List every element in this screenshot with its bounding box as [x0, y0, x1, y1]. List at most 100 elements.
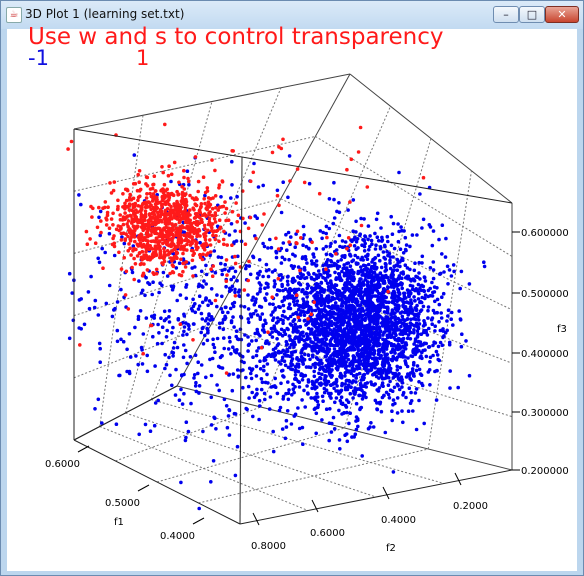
- data-point-neg: [351, 363, 355, 368]
- data-point-pos: [121, 216, 126, 220]
- data-point-neg: [467, 282, 472, 286]
- tick-mark: [77, 445, 90, 453]
- data-point-neg: [415, 233, 419, 237]
- data-point-pos: [119, 238, 124, 242]
- data-point-pos: [116, 198, 120, 203]
- data-point-neg: [394, 338, 399, 342]
- data-point-pos: [177, 213, 182, 217]
- data-point-neg: [422, 319, 426, 323]
- title-bar[interactable]: ☕ 3D Plot 1 (learning set.txt) – □ ✕: [1, 1, 583, 29]
- data-point-neg: [292, 299, 296, 304]
- data-point-neg: [174, 266, 179, 270]
- data-point-neg: [132, 153, 137, 157]
- data-point-neg: [315, 351, 320, 355]
- data-point-neg: [220, 268, 224, 273]
- data-point-neg: [395, 368, 400, 372]
- plot-canvas[interactable]: 0.6000 0.5000 0.4000 0.8000 0.6000 0.4000 0.20…: [7, 24, 577, 571]
- data-point-neg: [269, 313, 274, 317]
- data-point-neg: [306, 326, 311, 331]
- data-point-pos: [121, 222, 126, 227]
- box-edge: [239, 156, 243, 525]
- data-point-pos: [149, 323, 154, 328]
- data-point-neg: [354, 285, 359, 290]
- data-point-pos: [162, 227, 166, 232]
- data-point-pos: [142, 262, 146, 266]
- maximize-button[interactable]: □: [519, 6, 545, 23]
- data-point-pos: [123, 293, 128, 297]
- data-point-neg: [183, 438, 188, 443]
- box-edge: [349, 73, 513, 204]
- data-point-neg: [115, 328, 120, 333]
- data-point-pos: [165, 234, 169, 239]
- data-point-neg: [306, 334, 310, 339]
- data-point-neg: [176, 318, 181, 322]
- data-point-neg: [261, 241, 265, 246]
- data-point-neg: [390, 308, 395, 312]
- data-point-neg: [257, 404, 262, 408]
- data-point-neg: [284, 391, 288, 396]
- data-point-neg: [374, 286, 379, 291]
- data-point-neg: [217, 388, 221, 393]
- data-point-neg: [359, 216, 363, 221]
- data-point-neg: [355, 387, 359, 392]
- data-point-neg: [251, 355, 255, 360]
- data-point-neg: [286, 380, 290, 384]
- close-button[interactable]: ✕: [545, 6, 579, 23]
- data-point-neg: [339, 395, 344, 400]
- data-point-pos: [179, 237, 184, 242]
- data-point-neg: [358, 381, 363, 386]
- data-point-neg: [402, 296, 407, 301]
- data-point-neg: [293, 377, 297, 381]
- data-point-pos: [231, 149, 235, 153]
- data-point-neg: [329, 306, 333, 310]
- data-point-neg: [283, 315, 288, 319]
- data-point-neg: [413, 288, 417, 293]
- data-point-neg: [251, 254, 255, 259]
- data-point-neg: [381, 303, 385, 307]
- data-point-neg: [181, 355, 186, 360]
- data-point-neg: [386, 392, 391, 397]
- data-point-neg: [364, 254, 368, 259]
- data-point-neg: [281, 394, 286, 399]
- data-point-neg: [244, 264, 249, 268]
- data-point-neg: [389, 324, 394, 328]
- data-point-neg: [373, 264, 377, 269]
- data-point-neg: [136, 314, 141, 319]
- data-point-neg: [457, 309, 462, 313]
- data-point-neg: [71, 318, 76, 323]
- data-point-neg: [313, 296, 318, 300]
- data-point-pos: [200, 257, 205, 262]
- data-point-neg: [415, 344, 420, 348]
- data-point-neg: [351, 396, 355, 400]
- data-point-neg: [182, 391, 186, 396]
- data-point-neg: [98, 360, 102, 365]
- data-point-pos: [161, 188, 166, 193]
- data-point-neg: [426, 316, 430, 320]
- data-point-neg: [369, 317, 374, 322]
- data-point-neg: [379, 353, 384, 358]
- scatter-3d-plot[interactable]: 0.60000.50000.40000.80000.60000.40000.20…: [7, 29, 577, 571]
- data-point-neg: [385, 358, 390, 363]
- data-point-neg: [258, 269, 262, 274]
- data-point-neg: [392, 323, 397, 327]
- data-point-pos: [310, 240, 314, 245]
- data-point-neg: [385, 374, 389, 379]
- data-point-neg: [363, 312, 368, 317]
- data-point-neg: [408, 371, 413, 375]
- tick-mark: [137, 484, 150, 492]
- data-point-neg: [349, 283, 354, 287]
- data-point-pos: [148, 187, 153, 191]
- data-point-neg: [451, 263, 456, 267]
- data-point-neg: [363, 316, 368, 321]
- data-point-neg: [360, 313, 365, 318]
- data-point-neg: [459, 344, 464, 349]
- minimize-button[interactable]: –: [493, 6, 519, 23]
- data-point-pos: [160, 165, 164, 169]
- data-point-neg: [391, 371, 395, 376]
- data-point-neg: [182, 230, 187, 235]
- data-point-neg: [424, 341, 429, 346]
- data-point-pos: [214, 234, 218, 238]
- data-point-neg: [117, 373, 121, 378]
- data-point-neg: [213, 270, 218, 275]
- data-point-neg: [273, 358, 278, 362]
